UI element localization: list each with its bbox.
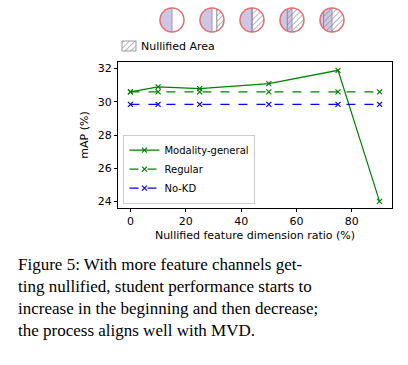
- svg-text:Nullified feature dimension ra: Nullified feature dimension ratio (%): [155, 229, 355, 242]
- svg-text:60: 60: [290, 215, 304, 228]
- svg-text:32: 32: [98, 62, 112, 75]
- html-text:Figure 5: With more feature ch: Figure 5: With more feature channels get…: [18, 255, 303, 274]
- svg-text:No-KD: No-KD: [164, 183, 196, 194]
- svg-text:24: 24: [98, 195, 112, 208]
- svg-text:0: 0: [127, 215, 134, 228]
- svg-text:80: 80: [345, 215, 359, 228]
- html-text:increase in the beginning and: increase in the beginning and then decre…: [18, 299, 319, 318]
- svg-text:Nullified Area: Nullified Area: [141, 40, 215, 53]
- html-text:the process aligns well with M: the process aligns well with MVD.: [18, 321, 255, 340]
- html-text:ting nullified, student perfor: ting nullified, student performance star…: [18, 277, 312, 296]
- svg-text:26: 26: [98, 162, 112, 175]
- svg-text:Regular: Regular: [164, 164, 203, 175]
- svg-text:28: 28: [98, 129, 112, 142]
- svg-text:Modality-general: Modality-general: [164, 145, 248, 156]
- svg-text:20: 20: [179, 215, 193, 228]
- svg-text:30: 30: [98, 96, 112, 109]
- svg-text:mAP (%): mAP (%): [78, 111, 91, 158]
- svg-text:40: 40: [234, 215, 248, 228]
